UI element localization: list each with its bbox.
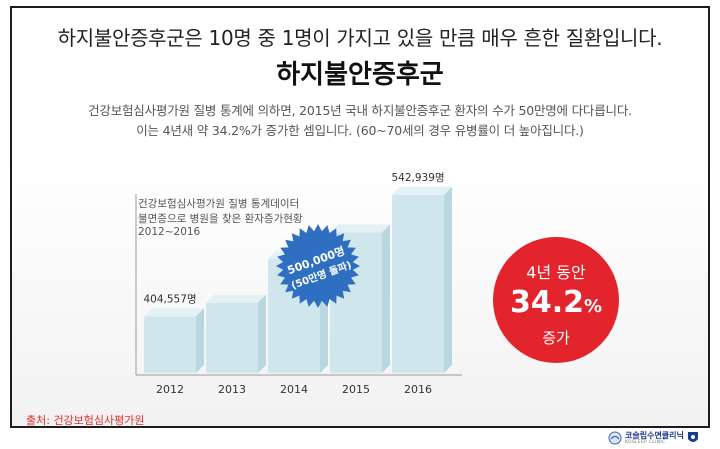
description-line-2: 이는 4년새 약 34.2%가 증가한 셈입니다. (60~70세의 경우 유병… [136, 123, 584, 138]
emblem-icon [687, 432, 698, 442]
x-tick-2012: 2012 [156, 383, 184, 396]
callout-bottom-text: 증가 [542, 329, 570, 347]
bar-top-2013 [206, 294, 266, 303]
bar-top-2015 [330, 224, 390, 233]
description-line-1: 건강보험심사평가원 질병 통계에 의하면, 2015년 국내 하지불안증후군 환… [88, 103, 632, 118]
chart-note-line-2: 불면증으로 병원을 찾은 환자증가현황 [138, 213, 303, 225]
clinic-logo-name: 코슬립수면클리닉 [625, 431, 684, 440]
headline: 하지불안증후군은 10명 중 1명이 가지고 있을 만큼 매우 흔한 질환입니다… [57, 26, 663, 50]
growth-callout-circle: 4년 동안 34.2% 증가 [493, 237, 619, 363]
chart-note-line-3: 2012~2016 [138, 226, 201, 238]
page-title: 하지불안증후군 [276, 60, 444, 90]
infographic-frame: 하지불안증후군은 10명 중 1명이 가지고 있을 만큼 매우 흔한 질환입니다… [10, 6, 710, 428]
bar-side-2016 [444, 186, 452, 373]
data-label-2016: 542,939명 [391, 172, 444, 184]
callout-number: 34.2 [509, 285, 584, 320]
x-tick-2016: 2016 [404, 383, 432, 396]
bar-side-2013 [258, 294, 266, 373]
x-tick-2013: 2013 [218, 383, 246, 396]
source-credit: 출처: 건강보험심사평가원 [26, 414, 145, 427]
callout-value: 34.2% [493, 285, 619, 320]
callout-top-text: 4년 동안 [526, 263, 586, 282]
bar-2016 [392, 194, 444, 373]
bar-side-2012 [196, 308, 204, 373]
bar-side-2015 [382, 224, 390, 373]
bar-top-2016 [392, 186, 452, 195]
bar-2013 [206, 302, 258, 373]
bar-top-2012 [144, 308, 204, 317]
milestone-starburst [276, 224, 360, 308]
chart-note-line-1: 건강보험심사평가원 질병 통계데이터 [138, 198, 300, 210]
x-tick-2015: 2015 [342, 383, 370, 396]
bar-2012 [144, 316, 196, 373]
data-label-2012: 404,557명 [143, 293, 196, 305]
clinic-logo: 코슬립수면클리닉 KOSLEEP CLINIC [608, 430, 699, 446]
x-tick-2014: 2014 [280, 383, 308, 396]
clinic-logo-icon [608, 431, 622, 445]
callout-unit: % [583, 296, 603, 317]
clinic-logo-sub: KOSLEEP CLINIC [625, 440, 666, 445]
